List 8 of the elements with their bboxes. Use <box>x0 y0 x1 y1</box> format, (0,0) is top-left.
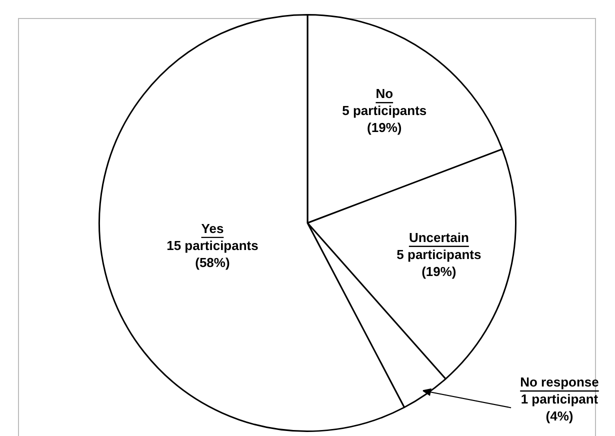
slice-label: No response <box>520 374 599 390</box>
slice-label: Uncertain <box>408 230 469 245</box>
data-label: 1 participant (4%) <box>520 392 599 424</box>
slice-label: No <box>376 86 394 102</box>
data-label: 5 participants (19%) <box>342 103 427 136</box>
slice-label: Yes <box>201 221 224 236</box>
data-label: 15 participants (58%) <box>166 238 258 270</box>
data-label: 5 participants (19%) <box>396 246 482 279</box>
